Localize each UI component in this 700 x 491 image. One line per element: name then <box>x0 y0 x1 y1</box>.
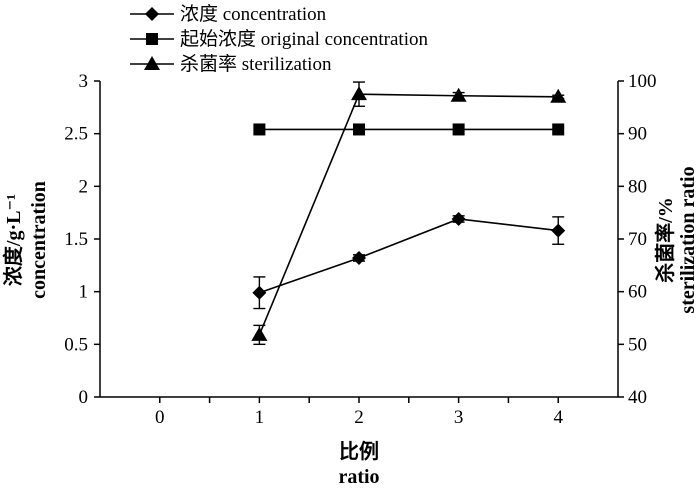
x-tick-label: 1 <box>255 407 265 428</box>
legend-marker-triangle <box>144 56 160 70</box>
series-line-triangle <box>258 93 559 336</box>
left-tick-label: 1 <box>79 282 89 303</box>
point-square <box>353 123 365 136</box>
right-tick-label: 40 <box>628 387 647 408</box>
point-diamond <box>551 223 566 238</box>
axis-labels: 比例 ratio 浓度/g·L⁻¹ concentration 杀菌率/% sterili… <box>1 166 699 488</box>
point-triangle <box>450 87 467 102</box>
legend: 浓度 concentration 起始浓度 original concentrat… <box>130 3 428 75</box>
right-tick-label: 50 <box>628 334 647 355</box>
x-axis-label-en: ratio <box>338 466 379 488</box>
point-square <box>552 123 565 136</box>
point-square <box>452 123 465 136</box>
legend-label: 杀菌率 sterilization <box>180 53 332 75</box>
right-tick-label: 60 <box>628 282 647 303</box>
point-triangle <box>351 86 367 101</box>
right-axis-label-en: sterilization ratio <box>677 166 699 313</box>
axes: 0 0.5 1 1.5 2 2.5 3 40 50 60 70 80 90 100 0 1 2 3 4 <box>64 71 656 428</box>
point-diamond <box>451 211 466 226</box>
x-tick-label: 4 <box>553 407 563 428</box>
x-axis-label: 比例 <box>339 439 379 463</box>
x-tick-label: 2 <box>354 407 364 428</box>
point-triangle <box>251 326 268 341</box>
right-axis-label: 杀菌率/% <box>653 197 677 283</box>
legend-label: 起始浓度 original concentration <box>180 28 428 50</box>
left-tick-label: 0.5 <box>64 334 88 355</box>
point-diamond <box>352 250 366 265</box>
right-tick-label: 80 <box>628 176 647 197</box>
x-tick-label: 3 <box>454 407 464 428</box>
series-line-diamond <box>259 218 559 294</box>
left-axis-label-en: concentration <box>28 181 50 299</box>
right-tick-label: 70 <box>628 229 647 250</box>
left-tick-label: 1.5 <box>64 229 88 250</box>
x-tick-label: 0 <box>155 407 165 428</box>
left-tick-label: 0 <box>79 387 89 408</box>
legend-marker-square <box>146 33 158 45</box>
point-diamond <box>252 285 267 300</box>
legend-marker-diamond <box>145 7 159 21</box>
point-triangle <box>550 88 567 103</box>
left-tick-label: 2 <box>79 176 89 197</box>
left-tick-label: 3 <box>79 71 89 92</box>
left-axis-label: 浓度/g·L⁻¹ <box>1 194 25 286</box>
point-square <box>253 123 266 136</box>
right-tick-label: 90 <box>628 124 647 145</box>
right-tick-label: 100 <box>628 71 657 92</box>
series-layer <box>251 81 567 346</box>
left-tick-label: 2.5 <box>64 124 88 145</box>
legend-label: 浓度 concentration <box>180 3 327 25</box>
